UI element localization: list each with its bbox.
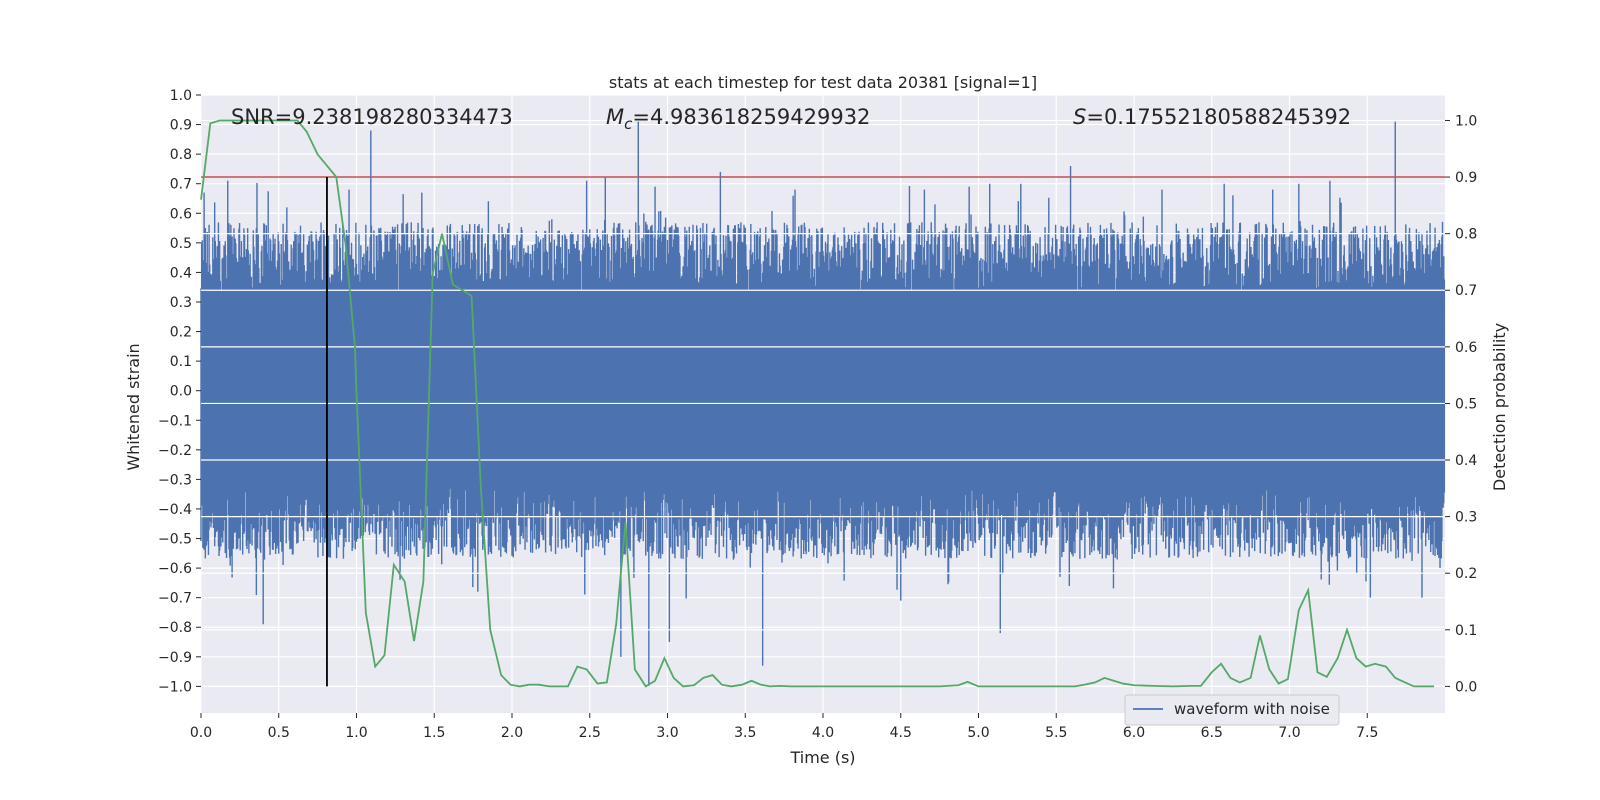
- y2-tick-label: 0.9: [1455, 170, 1477, 186]
- y2-tick-label: 0.3: [1455, 510, 1477, 526]
- y-tick-label: 0.0: [170, 384, 192, 400]
- y-tick-label: 0.8: [170, 147, 192, 163]
- y-tick-label: 0.1: [170, 354, 192, 370]
- y-tick-label: −1.0: [158, 679, 192, 695]
- x-tick-label: 0.0: [190, 725, 212, 741]
- y2-axis-label: Detection probability: [1490, 323, 1509, 491]
- y2-axis-ticks: 1.0 0.9 0.8 0.7 0.6 0.5 0.4 0.3 0.2 0.1 0.0: [1445, 113, 1477, 695]
- x-tick-label: 4.0: [812, 725, 834, 741]
- y2-tick-label: 0.7: [1455, 283, 1477, 299]
- chirp-mass-symbol: M: [606, 105, 624, 129]
- y-tick-label: 0.6: [170, 206, 192, 222]
- x-tick-label: 5.5: [1045, 725, 1067, 741]
- y-tick-label: −0.8: [158, 620, 192, 636]
- x-tick-label: 4.5: [890, 725, 912, 741]
- y2-tick-label: 0.6: [1455, 340, 1477, 356]
- y-tick-label: −0.1: [158, 413, 192, 429]
- y-tick-label: −0.6: [158, 561, 192, 577]
- x-tick-label: 6.5: [1201, 725, 1223, 741]
- y-axis-label: Whitened strain: [124, 343, 143, 470]
- x-tick-label: 1.5: [423, 725, 445, 741]
- legend-label: waveform with noise: [1174, 700, 1330, 718]
- y-tick-label: −0.5: [158, 532, 192, 548]
- legend: waveform with noise: [1124, 694, 1340, 726]
- chart-title: stats at each timestep for test data 203…: [609, 73, 1037, 92]
- y-tick-label: −0.7: [158, 591, 192, 607]
- x-tick-label: 3.0: [656, 725, 678, 741]
- y-tick-label: 0.5: [170, 236, 192, 252]
- y2-tick-label: 0.0: [1455, 679, 1477, 695]
- y-tick-label: −0.2: [158, 443, 192, 459]
- y2-tick-label: 1.0: [1455, 113, 1477, 129]
- x-tick-label: 5.0: [967, 725, 989, 741]
- s-value: =0.17552180588245392: [1086, 105, 1351, 129]
- y2-tick-label: 0.5: [1455, 396, 1477, 412]
- x-axis-ticks: 0.0 0.5 1.0 1.5 2.0 2.5 3.0 3.5 4.0 4.5 5.0 5.5 6.0 6…: [190, 713, 1378, 741]
- s-symbol: S: [1073, 105, 1086, 129]
- y-tick-label: 0.4: [170, 265, 192, 281]
- s-annotation: S=0.17552180588245392: [1073, 105, 1351, 129]
- x-tick-label: 2.5: [579, 725, 601, 741]
- chirp-mass-value: =4.983618259429932: [632, 105, 870, 129]
- y-tick-label: −0.3: [158, 472, 192, 488]
- x-tick-label: 7.5: [1356, 725, 1378, 741]
- y-tick-label: 1.0: [170, 88, 192, 104]
- y-tick-label: −0.9: [158, 650, 192, 666]
- x-tick-label: 1.0: [345, 725, 367, 741]
- x-tick-label: 0.5: [268, 725, 290, 741]
- y-tick-label: 0.7: [170, 177, 192, 193]
- y-tick-label: 0.9: [170, 118, 192, 134]
- y-tick-label: 0.3: [170, 295, 192, 311]
- x-axis-label: Time (s): [789, 748, 855, 767]
- y2-tick-label: 0.4: [1455, 453, 1477, 469]
- x-tick-label: 7.0: [1278, 725, 1300, 741]
- chirp-mass-annotation: Mc=4.983618259429932: [606, 105, 870, 133]
- y2-tick-label: 0.1: [1455, 623, 1477, 639]
- x-tick-label: 6.0: [1123, 725, 1145, 741]
- snr-annotation: SNR=9.238198280334473: [231, 105, 513, 129]
- chirp-mass-subscript: c: [624, 115, 633, 133]
- x-tick-label: 3.5: [734, 725, 756, 741]
- legend-box: [1124, 694, 1340, 726]
- y-tick-label: −0.4: [158, 502, 192, 518]
- y-tick-label: 0.2: [170, 325, 192, 341]
- y-axis-ticks: 1.0 0.9 0.8 0.7 0.6 0.5 0.4 0.3 0.2 0.1 0.0 −0.1 −0.…: [158, 88, 201, 695]
- y2-tick-label: 0.8: [1455, 227, 1477, 243]
- detection-probability-line: [200, 119, 1435, 688]
- y2-tick-label: 0.2: [1455, 566, 1477, 582]
- x-tick-label: 2.0: [501, 725, 523, 741]
